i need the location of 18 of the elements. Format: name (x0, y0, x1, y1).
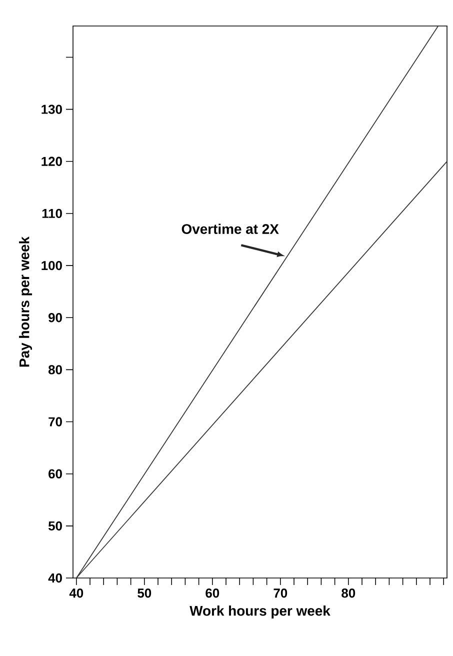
y-tick-label: 70 (48, 417, 62, 426)
annotation: Overtime at 2X (182, 224, 279, 234)
y-tick-label: 80 (48, 365, 62, 374)
y-tick-label: 110 (42, 208, 62, 218)
y-tick-label: 40 (48, 573, 62, 583)
x-axis-title: Work hours per week (190, 606, 330, 619)
x-tick-label: 40 (69, 588, 84, 598)
x-tick-label: 60 (206, 588, 220, 598)
y-axis-title: Pay hours per week (19, 236, 32, 367)
y-tick-label: 60 (48, 469, 62, 478)
y-tick-label: 130 (42, 104, 62, 114)
y-tick-label: 120 (42, 156, 62, 166)
x-tick-label: 80 (342, 588, 356, 598)
y-tick-label: 100 (42, 260, 62, 270)
y-tick-label: 90 (48, 313, 62, 322)
x-tick-label: 70 (274, 588, 288, 598)
x-tick-label: 50 (138, 588, 152, 598)
y-tick-label: 50 (48, 521, 62, 531)
